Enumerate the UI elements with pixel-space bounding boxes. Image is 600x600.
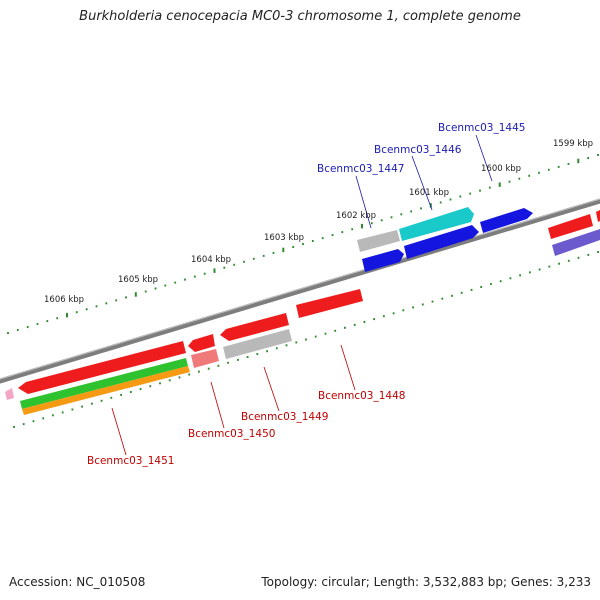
scale-label-1600: 1600 kbp xyxy=(481,164,521,174)
gene-arrow-orange[interactable] xyxy=(22,366,190,415)
accession-text: Accession: NC_010508 xyxy=(9,575,146,589)
gene-arrow-1450-pink[interactable] xyxy=(191,349,219,368)
gene-arrow-1445-blue[interactable] xyxy=(480,208,533,233)
reverse-gene-labels: Bcenmc03_1448 Bcenmc03_1449 Bcenmc03_145… xyxy=(87,390,405,467)
gene-arrow-red-mid[interactable] xyxy=(220,313,289,341)
map-title: Burkholderia cenocepacia MC0-3 chromosom… xyxy=(79,9,521,24)
gene-arrow-red-edge-cut[interactable] xyxy=(596,210,600,222)
gene-label-1451[interactable]: Bcenmc03_1451 xyxy=(87,455,174,467)
gene-arrow-red-short[interactable] xyxy=(188,334,215,352)
gene-arrow-green[interactable] xyxy=(20,358,188,409)
scale-label-1603: 1603 kbp xyxy=(264,233,304,243)
reverse-leader-lines xyxy=(111,344,356,456)
gene-arrow-1449-gray[interactable] xyxy=(223,329,292,359)
scale-label-1606: 1606 kbp xyxy=(44,295,84,305)
scale-label-1602: 1602 kbp xyxy=(336,211,376,221)
gene-arrow-blue-long[interactable] xyxy=(404,225,479,259)
gene-arrow-blue-lower[interactable] xyxy=(362,249,404,272)
gene-label-1448[interactable]: Bcenmc03_1448 xyxy=(318,390,405,402)
gene-arrow-1447-gray[interactable] xyxy=(357,230,400,252)
gene-label-1449[interactable]: Bcenmc03_1449 xyxy=(241,411,328,423)
gene-arrow-1448-red[interactable] xyxy=(296,289,363,318)
scale-label-1605: 1605 kbp xyxy=(118,275,158,285)
scale-label-1604: 1604 kbp xyxy=(191,255,231,265)
lower-tick-track xyxy=(13,251,599,428)
upper-tick-track xyxy=(7,154,599,334)
gene-label-1447[interactable]: Bcenmc03_1447 xyxy=(317,163,404,175)
forward-gene-labels: Bcenmc03_1445 Bcenmc03_1446 Bcenmc03_144… xyxy=(317,122,525,175)
chromosome-backbone-highlight xyxy=(0,198,600,380)
gene-label-1446[interactable]: Bcenmc03_1446 xyxy=(374,144,462,156)
topology-text: Topology: circular; Length: 3,532,883 bp… xyxy=(261,575,591,589)
gene-label-1450[interactable]: Bcenmc03_1450 xyxy=(188,428,275,440)
gene-label-1445[interactable]: Bcenmc03_1445 xyxy=(438,122,525,134)
forward-leader-lines xyxy=(355,134,493,229)
gene-arrow-violet-edge[interactable] xyxy=(552,229,600,256)
gene-arrow-red-long[interactable] xyxy=(18,341,186,394)
gene-arrow-pink-edge[interactable] xyxy=(5,388,14,400)
gene-arrow-red-right-edge[interactable] xyxy=(548,214,593,239)
scale-label-1601: 1601 kbp xyxy=(409,188,449,198)
chromosome-backbone xyxy=(0,198,600,384)
gene-arrow-1446-cyan[interactable] xyxy=(399,207,474,241)
scale-label-1599: 1599 kbp xyxy=(553,139,593,149)
scale-labels: 1599 kbp 1600 kbp 1601 kbp 1602 kbp 1603… xyxy=(44,139,593,305)
